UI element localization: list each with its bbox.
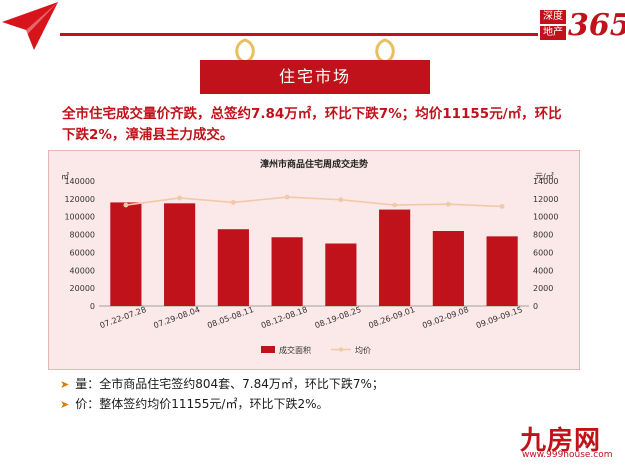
y-left-unit: ㎡ (61, 172, 69, 181)
y-left-tick: 60000 (70, 248, 95, 257)
chart-panel: 漳州市商品住宅周成交走势 ㎡ 元/㎡ 140000 120000 100000 800… (48, 150, 580, 370)
bar-09.02-09.08 (432, 231, 464, 306)
avg-price-point (177, 195, 183, 201)
y-right-tick: 14000 (533, 177, 558, 186)
y-left-tick: 120000 (64, 195, 95, 204)
bullet-volume-text: 全市商品住宅签约804套、7.84万㎡，环比下跌7%； (99, 377, 384, 391)
x-tick-label: 07.22-07.28 (99, 305, 148, 330)
weekly-transaction-chart: 漳州市商品住宅周成交走势 ㎡ 元/㎡ 140000120000100000800… (61, 158, 558, 355)
arrow-icon: ➤ (60, 378, 70, 391)
bar-07.29-08.04 (164, 203, 196, 306)
avg-price-point (284, 194, 290, 200)
y-right-tick: 6000 (533, 248, 553, 257)
x-tick-label: 08.05-08.11 (206, 305, 255, 330)
section-title: 住宅市场 (278, 67, 351, 86)
brand-logo: 深度 地产 365 (540, 8, 625, 43)
x-tick-label: 08.12-08.18 (260, 305, 309, 330)
avg-price-point (392, 202, 398, 208)
headline: 全市住宅成交量价齐跌，总签约7.84万㎡，环比下跌7%；均价11155元/㎡，环… (62, 106, 562, 143)
y-left-tick: 100000 (64, 213, 95, 222)
y-right-unit: 元/㎡ (535, 172, 554, 181)
x-tick-label: 08.19-08.25 (314, 305, 363, 330)
watermark-url: www.999house.com (522, 450, 613, 460)
y-left-tick: 80000 (70, 231, 95, 240)
y-left-tick: 40000 (70, 266, 95, 275)
x-tick-label: 09.09-09.15 (475, 305, 524, 330)
avg-price-point (445, 201, 451, 207)
bar-08.12-08.18 (271, 237, 303, 306)
logo-text-a: 深度 (540, 10, 566, 24)
logo-number: 365 (568, 8, 625, 43)
section-banner: 住宅市场 (200, 60, 430, 94)
bullet-volume-label: 量： (75, 377, 100, 391)
avg-price-point (338, 197, 344, 203)
y-right-tick: 2000 (533, 284, 553, 293)
bullet-volume: ➤ 量：全市商品住宅签约804套、7.84万㎡，环比下跌7%； (60, 375, 384, 392)
avg-price-point (123, 202, 129, 208)
x-tick-label: 08.26-09.01 (367, 305, 416, 330)
y-right-tick: 8000 (533, 231, 553, 240)
x-tick-label: 09.02-09.08 (421, 305, 470, 330)
legend-swatch-bar (261, 346, 275, 353)
y-right-tick: 0 (533, 302, 538, 311)
avg-price-point (499, 204, 505, 209)
bullet-price-label: 价： (75, 397, 100, 411)
y-right-tick: 4000 (533, 266, 553, 275)
avg-price-point (230, 200, 236, 205)
header-rule (60, 33, 538, 36)
bar-08.05-08.11 (217, 229, 249, 306)
logo-text-b: 地产 (540, 26, 566, 40)
watermark-logo: 九房网 (520, 426, 602, 456)
legend-label-bar: 成交面积 (279, 345, 311, 355)
bar-07.22-07.28 (110, 202, 142, 306)
bullet-price: ➤ 价：整体签约均价11155元/㎡，环比下跌2%。 (60, 395, 329, 412)
avg-price-line (125, 196, 503, 208)
chart-title: 漳州市商品住宅周成交走势 (260, 158, 368, 170)
legend-label-line: 均价 (355, 345, 371, 355)
bar-09.09-09.15 (486, 236, 518, 306)
legend-marker-line (338, 347, 344, 352)
paper-plane-icon (2, 2, 58, 50)
x-tick-label: 07.29-08.04 (152, 305, 201, 330)
arrow-icon: ➤ (60, 398, 70, 411)
y-right-tick: 10000 (533, 213, 558, 222)
y-left-tick: 140000 (64, 177, 95, 186)
bar-08.19-08.25 (325, 243, 357, 306)
y-left-tick: 0 (90, 302, 95, 311)
bullet-price-text: 整体签约均价11155元/㎡，环比下跌2%。 (99, 397, 329, 411)
y-right-tick: 12000 (533, 195, 558, 204)
bar-08.26-09.01 (379, 209, 411, 306)
y-left-tick: 20000 (70, 284, 95, 293)
